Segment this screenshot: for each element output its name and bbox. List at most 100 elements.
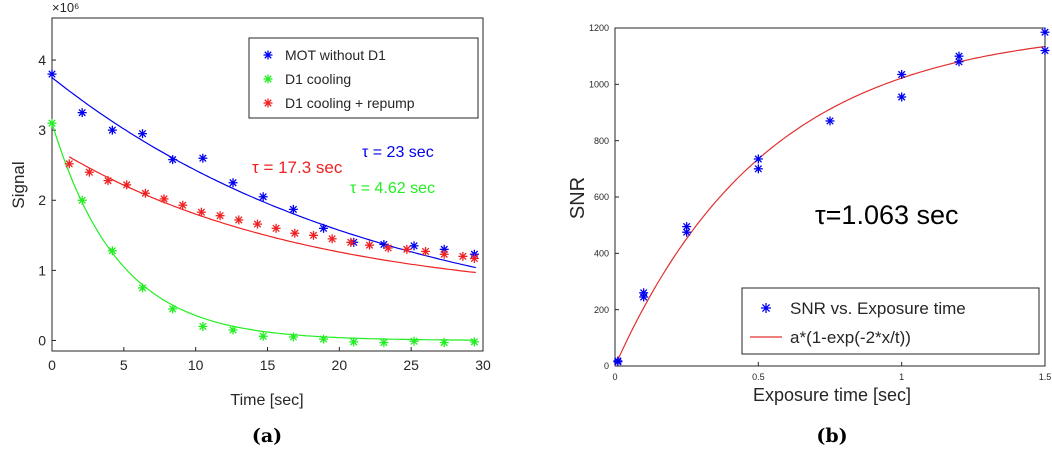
snr-point-10 [897, 69, 907, 79]
data-point-s0-5-d2 [199, 154, 207, 162]
data-point-s2-13 [308, 230, 318, 240]
data-point-s0-11-d2 [380, 240, 388, 249]
panel-b-ytick-label-3: 600 [594, 192, 609, 202]
data-point-s2-0-d2 [65, 160, 73, 168]
data-point-s2-13-d2 [309, 231, 318, 240]
legend-marker-s1-d2 [264, 75, 272, 83]
data-point-s1-5 [198, 321, 208, 331]
data-point-s2-20 [439, 249, 449, 259]
data-point-s2-17 [383, 243, 393, 253]
panel-b-ytick-label-4: 800 [594, 136, 609, 146]
panel-b-ytick-label-6: 1200 [589, 23, 609, 33]
panel-b-ytick-label-0: 0 [604, 361, 609, 371]
panel-b-ytick-label-1: 200 [594, 305, 609, 315]
data-point-s2-19 [421, 246, 431, 256]
panel-a-legend-markers [263, 50, 273, 108]
data-point-s0-3 [138, 129, 148, 139]
data-point-s2-8-d2 [216, 211, 224, 220]
legend-marker-s0-d2 [264, 51, 272, 59]
panel-b-legend-markers [750, 303, 782, 338]
panel-a-legend-box [248, 37, 479, 119]
data-point-s1-12-d2 [410, 337, 418, 345]
data-point-s2-11 [271, 223, 281, 233]
data-point-s2-5 [159, 194, 169, 204]
data-point-s0-6 [228, 178, 238, 188]
data-point-s2-14-d2 [328, 235, 336, 243]
panel-a-chart: 0 5 10 15 20 25 30 0 1 2 3 4 ×10⁶ Time [sec] Signal… [9, 0, 491, 447]
data-point-s0-12 [409, 241, 419, 251]
data-point-s0-8 [288, 204, 298, 214]
panel-a-ytick-label-4: 4 [38, 52, 46, 68]
snr-point-8 [825, 116, 835, 126]
data-point-s2-22 [469, 253, 479, 263]
legend-marker-s1 [263, 74, 273, 84]
data-point-s2-12-d2 [291, 229, 299, 237]
snr-point-1 [613, 356, 623, 366]
data-point-s2-19-d2 [421, 247, 430, 256]
panel-b-legend-box [741, 287, 1040, 355]
data-point-s1-13 [439, 338, 449, 348]
data-point-s1-7-d2 [259, 332, 267, 340]
panel-a-xtick-label-0: 0 [48, 357, 56, 373]
panel-a-x-axis-label: Time [sec] [230, 392, 303, 409]
panel-a-ytick-label-2: 2 [38, 192, 46, 208]
data-point-s1-2 [107, 246, 117, 256]
panel-b-ytick-label-2: 400 [594, 248, 609, 258]
snr-point-8-d2 [826, 117, 834, 125]
snr-point-6-d2 [754, 165, 763, 173]
data-point-s2-10-d2 [253, 220, 262, 228]
data-point-s1-4-d2 [168, 305, 177, 313]
data-point-s1-10 [349, 337, 359, 347]
snr-point-5 [682, 222, 692, 232]
panel-a-y-axis-label: Signal [9, 161, 28, 208]
data-point-s0-4-d2 [168, 155, 177, 164]
panel-b-xtick-label-1: 0.5 [752, 372, 765, 382]
data-point-s2-14 [327, 234, 337, 244]
data-point-s0-8-d2 [289, 205, 298, 214]
panel-b-xtick-label-2: 1 [899, 372, 904, 382]
data-point-s2-2-d2 [104, 176, 112, 185]
legend-entry-snr: SNR vs. Exposure time [790, 299, 966, 318]
data-point-s2-21-d2 [459, 252, 467, 261]
panel-a-xtick-label-2: 10 [188, 357, 204, 373]
data-point-s0-1 [77, 108, 87, 118]
data-point-s2-18-d2 [403, 245, 411, 254]
data-point-s2-3 [122, 180, 132, 190]
panel-a-xtick-label-4: 20 [332, 357, 348, 373]
snr-point-3 [639, 288, 649, 298]
data-point-s2-3-d2 [123, 181, 131, 189]
data-point-s2-7-d2 [197, 208, 206, 216]
data-point-s0-3-d2 [138, 129, 147, 138]
legend-marker-snr-d2 [761, 303, 771, 313]
snr-point-4-d2 [682, 228, 691, 236]
data-point-s2-16-d2 [365, 241, 374, 249]
data-point-s1-13-d2 [440, 338, 448, 347]
data-point-s1-0 [47, 118, 57, 128]
fit-curve-series-2 [68, 156, 476, 274]
panel-b-xtick-label-0: 0 [612, 372, 617, 382]
data-point-s1-2-d2 [108, 247, 117, 255]
data-point-s0-9-d2 [319, 224, 328, 233]
data-point-s0-9 [319, 223, 329, 233]
data-point-s2-1 [84, 167, 94, 177]
panel-b-legend: SNR vs. Exposure time a*(1-exp(-2*x/t)) [741, 287, 1040, 355]
data-point-s1-10-d2 [350, 338, 358, 346]
panel-b-x-axis-label: Exposure time [sec] [753, 385, 911, 405]
data-point-s2-4 [140, 188, 150, 198]
legend-entry-d1-repump: D1 cooling + repump [285, 95, 415, 111]
snr-point-5-d2 [682, 222, 691, 231]
snr-point-3-d2 [639, 289, 648, 297]
panel-b-ticks: 0 0.5 1 1.5 0 200 400 600 800 1000 1200 [589, 23, 1051, 382]
panel-a-ytick-label-3: 3 [38, 122, 46, 138]
panel-a-ticks: 0 5 10 15 20 25 30 0 1 2 3 4 [38, 52, 491, 373]
data-point-s0-0-d2 [48, 70, 56, 78]
data-point-s0-2 [107, 125, 117, 135]
snr-point-7 [753, 154, 763, 164]
data-point-s2-21 [458, 251, 468, 261]
data-point-s2-11-d2 [272, 224, 280, 233]
data-point-s2-17-d2 [384, 244, 392, 252]
panel-b-data-points [613, 27, 1050, 367]
snr-point-11-d2 [955, 58, 963, 66]
data-point-s0-4 [168, 155, 178, 165]
